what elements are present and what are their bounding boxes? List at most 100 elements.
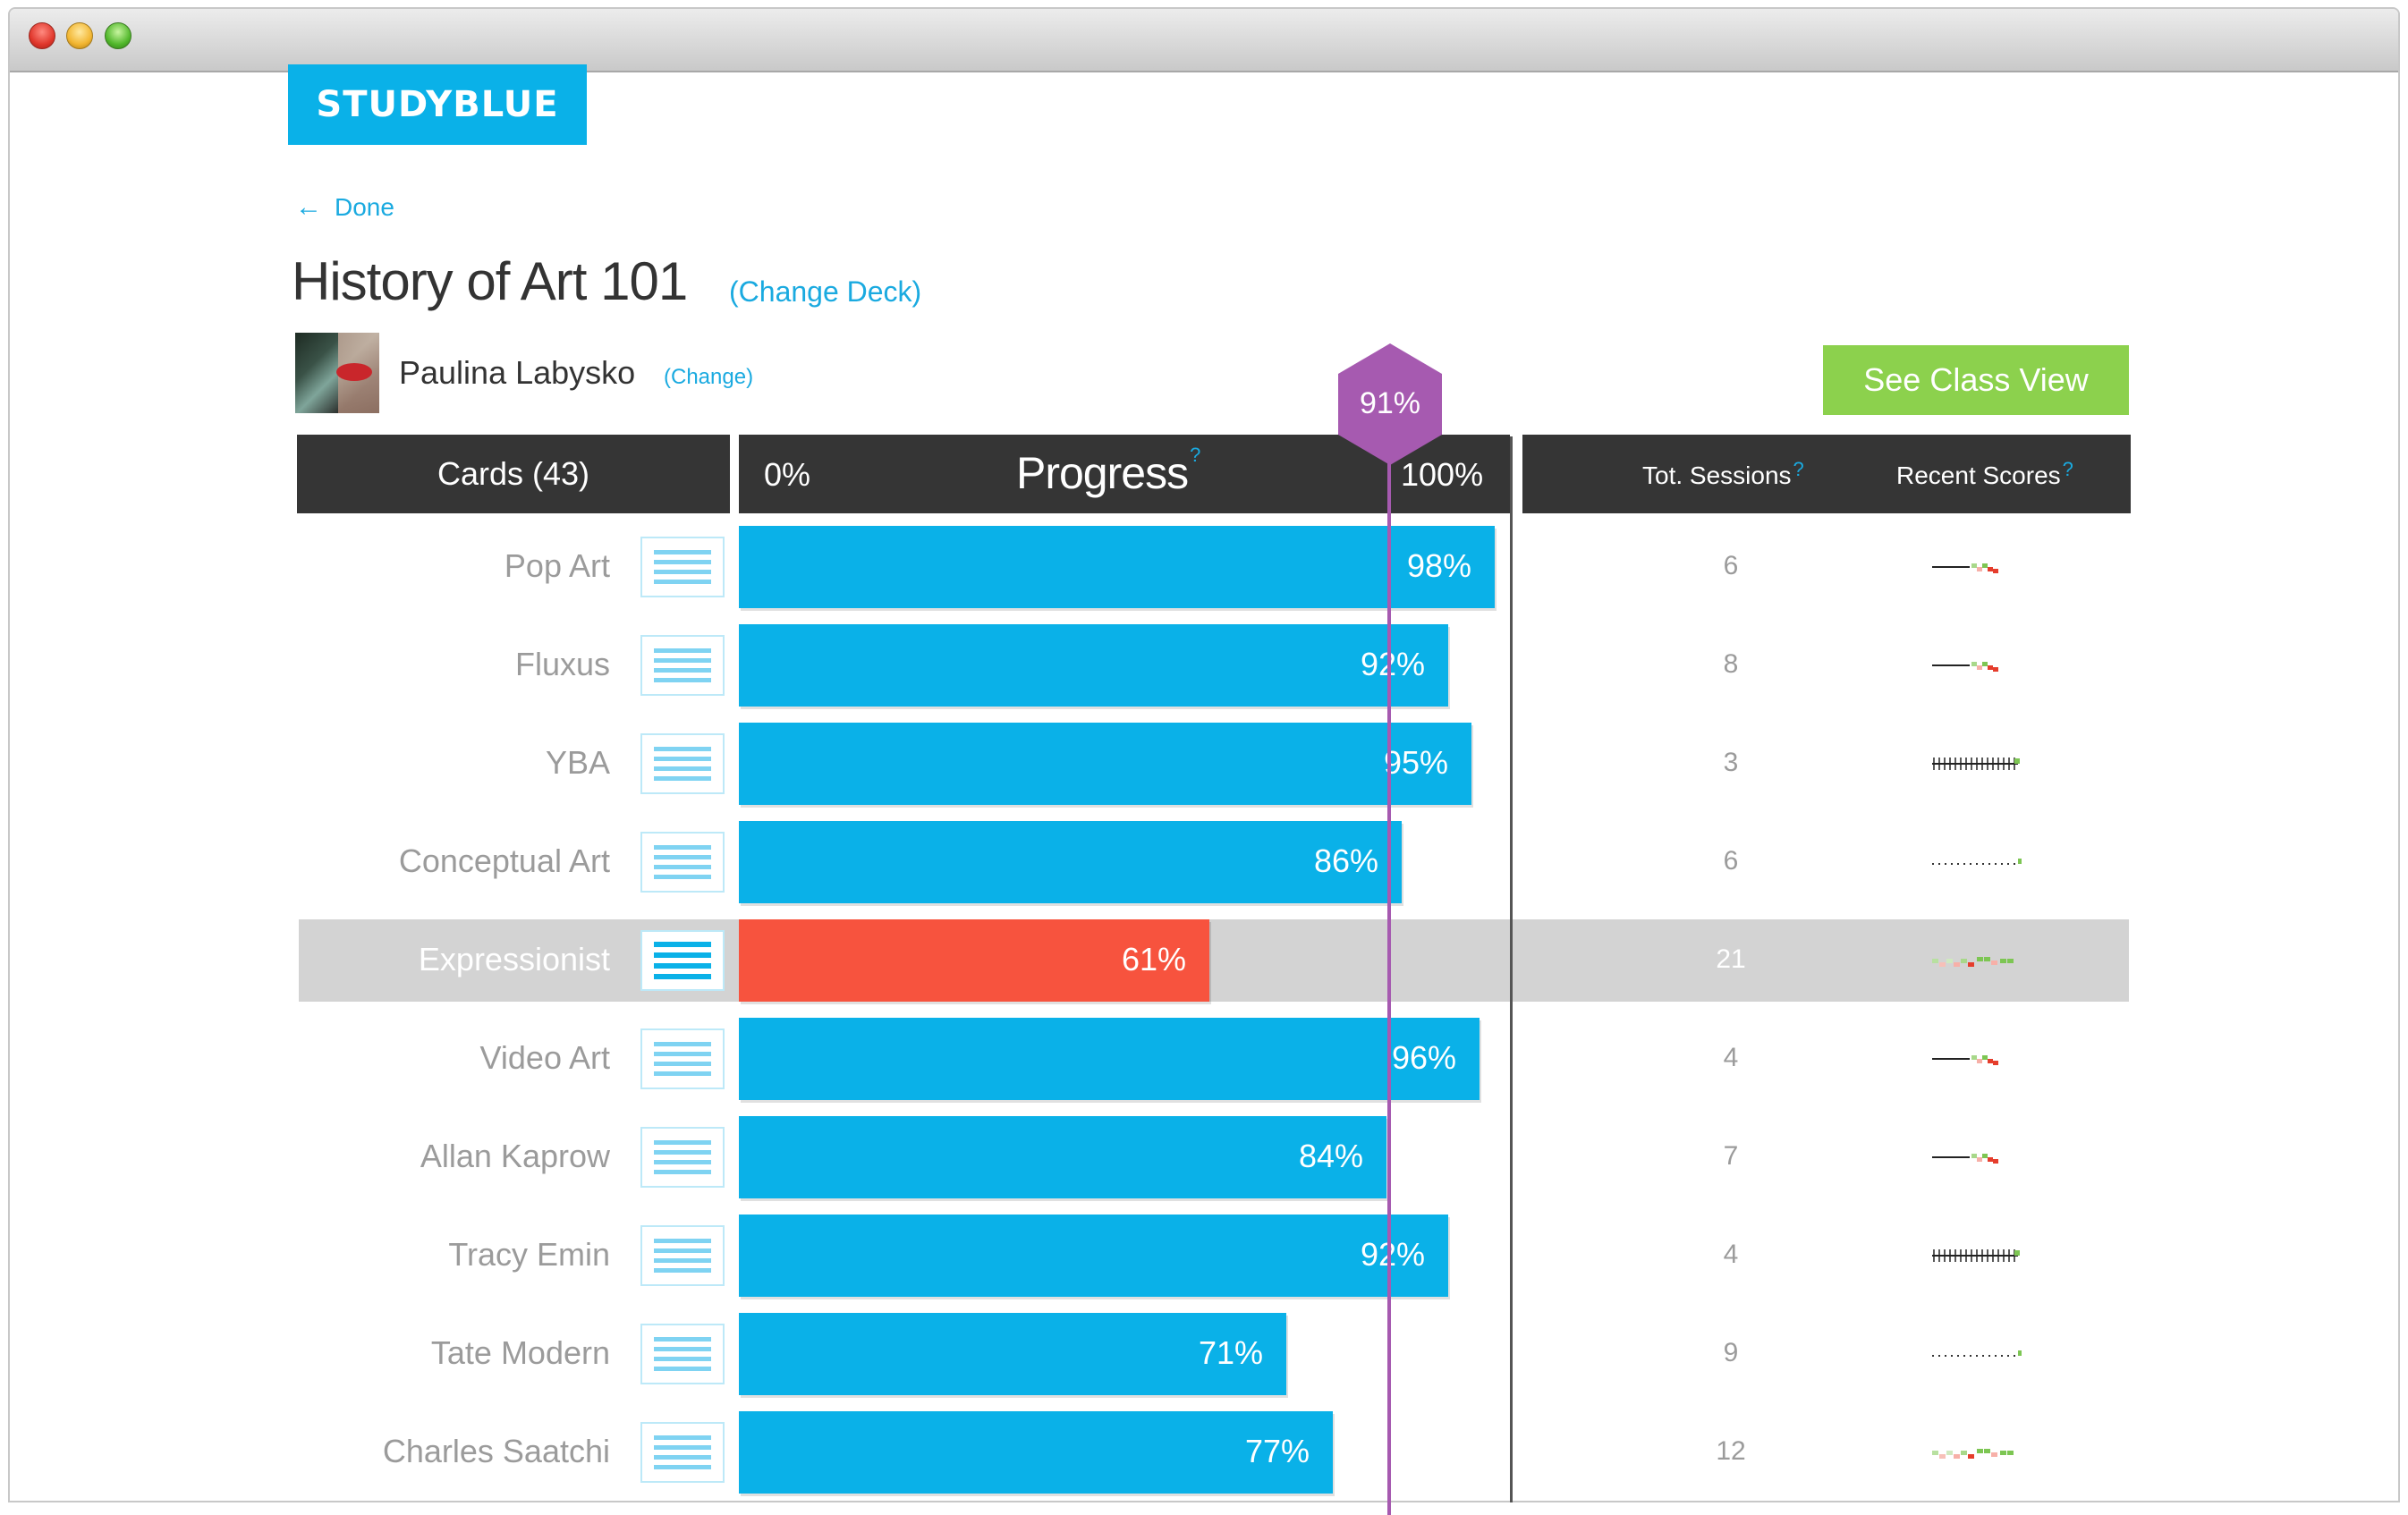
card-list-icon[interactable] xyxy=(640,930,725,991)
done-label: Done xyxy=(335,193,394,221)
progress-min-label: 0% xyxy=(764,456,811,493)
class-average-badge: 91% xyxy=(1336,343,1444,465)
card-list-icon[interactable] xyxy=(640,733,725,794)
back-arrow-icon: ← xyxy=(295,192,322,222)
card-row[interactable]: Expressionist 61% 21 xyxy=(0,919,2408,1002)
progress-column-header: 0% Progress? 100% xyxy=(739,435,1510,513)
done-link[interactable]: ← Done xyxy=(295,193,394,222)
recent-scores xyxy=(1932,553,2022,580)
progress-percent: 98% xyxy=(1406,547,1471,584)
list-line xyxy=(654,1248,711,1253)
card-row[interactable]: Fluxus 92% 8 xyxy=(0,624,2408,707)
card-name[interactable]: Tate Modern xyxy=(430,1334,610,1371)
card-name[interactable]: Expressionist xyxy=(418,941,610,978)
card-row[interactable]: Conceptual Art 86% 6 xyxy=(0,821,2408,903)
stats-column-header: Tot. Sessions? Recent Scores? xyxy=(1522,435,2131,513)
total-sessions: 12 xyxy=(1716,1436,1746,1466)
list-line xyxy=(654,855,711,859)
card-name[interactable]: Fluxus xyxy=(514,646,610,682)
close-window-icon[interactable] xyxy=(29,22,55,49)
progress-bar[interactable]: 71% xyxy=(739,1313,1286,1395)
studyblue-logo[interactable]: STUDYBLUE xyxy=(288,64,587,145)
list-line xyxy=(654,1347,711,1351)
card-name[interactable]: Tracy Emin xyxy=(448,1236,610,1273)
card-list-icon[interactable] xyxy=(640,537,725,597)
minimize-window-icon[interactable] xyxy=(66,22,93,49)
progress-bar[interactable]: 61% xyxy=(739,919,1209,1002)
list-line xyxy=(654,1445,711,1450)
student-avatar xyxy=(295,333,379,413)
list-line xyxy=(654,550,711,554)
card-list-icon[interactable] xyxy=(640,635,725,696)
card-row[interactable]: Video Art 96% 4 xyxy=(0,1018,2408,1100)
list-line xyxy=(654,1052,711,1056)
change-deck-link[interactable]: (Change Deck) xyxy=(729,275,922,308)
sessions-help-icon[interactable]: ? xyxy=(1793,458,1804,480)
card-row[interactable]: Charles Saatchi 77% 12 xyxy=(0,1411,2408,1494)
progress-bar[interactable]: 92% xyxy=(739,1215,1448,1297)
total-sessions: 8 xyxy=(1723,649,1739,679)
cards-header-label: Cards (43) xyxy=(437,455,590,492)
progress-bar[interactable]: 98% xyxy=(739,526,1495,608)
card-list-icon[interactable] xyxy=(640,832,725,893)
card-row[interactable]: Pop Art 98% 6 xyxy=(0,526,2408,608)
card-name[interactable]: Conceptual Art xyxy=(398,842,610,879)
recent-scores-header-label: Recent Scores xyxy=(1896,461,2061,489)
see-class-view-button[interactable]: See Class View xyxy=(1823,345,2129,415)
recent-scores xyxy=(1932,1045,2022,1071)
list-line xyxy=(654,560,711,564)
progress-bar[interactable]: 96% xyxy=(739,1018,1480,1100)
total-sessions: 9 xyxy=(1723,1338,1739,1367)
recent-scores xyxy=(1932,1241,2022,1268)
window-titlebar xyxy=(10,9,2398,72)
zoom-window-icon[interactable] xyxy=(105,22,131,49)
list-line xyxy=(654,875,711,879)
card-row[interactable]: YBA 95% 3 xyxy=(0,723,2408,805)
card-name[interactable]: Pop Art xyxy=(504,547,610,584)
progress-bar[interactable]: 77% xyxy=(739,1411,1333,1494)
progress-bar[interactable]: 95% xyxy=(739,723,1471,805)
selected-row-highlight xyxy=(299,919,2129,1002)
list-line xyxy=(654,658,711,663)
progress-bar[interactable]: 92% xyxy=(739,624,1448,707)
card-list-icon[interactable] xyxy=(640,1422,725,1483)
card-name[interactable]: YBA xyxy=(545,744,610,781)
total-sessions: 4 xyxy=(1723,1043,1739,1072)
change-student-link[interactable]: (Change) xyxy=(664,365,754,389)
list-line xyxy=(654,1465,711,1469)
progress-percent: 96% xyxy=(1391,1039,1456,1076)
card-list-icon[interactable] xyxy=(640,1028,725,1089)
list-line xyxy=(654,776,711,781)
card-name[interactable]: Video Art xyxy=(479,1039,610,1076)
progress-percent: 92% xyxy=(1360,1236,1425,1273)
card-name[interactable]: Charles Saatchi xyxy=(382,1433,610,1469)
progress-bar[interactable]: 86% xyxy=(739,821,1402,903)
list-line xyxy=(654,1337,711,1341)
recent-scores-sparkline xyxy=(1932,1154,1998,1164)
card-name[interactable]: Allan Kaprow xyxy=(420,1138,610,1174)
progress-percent: 77% xyxy=(1244,1433,1310,1469)
progress-title-text: Progress xyxy=(1016,448,1189,498)
list-line xyxy=(654,570,711,574)
card-list-icon[interactable] xyxy=(640,1225,725,1286)
recent-scores xyxy=(1932,1143,2022,1170)
sessions-header-label: Tot. Sessions xyxy=(1642,461,1792,489)
progress-bar[interactable]: 84% xyxy=(739,1116,1386,1198)
list-line xyxy=(654,1367,711,1371)
total-sessions: 21 xyxy=(1716,944,1746,974)
list-line xyxy=(654,1239,711,1243)
recent-scores-sparkline xyxy=(1932,758,2020,770)
card-list-icon[interactable] xyxy=(640,1324,725,1384)
total-sessions: 6 xyxy=(1723,846,1739,876)
card-row[interactable]: Allan Kaprow 84% 7 xyxy=(0,1116,2408,1198)
progress-help-icon[interactable]: ? xyxy=(1190,444,1200,466)
card-row[interactable]: Tate Modern 71% 9 xyxy=(0,1313,2408,1395)
deck-title: History of Art 101 xyxy=(292,251,688,311)
list-line xyxy=(654,580,711,584)
recent-scores-help-icon[interactable]: ? xyxy=(2062,458,2073,480)
recent-scores-sparkline xyxy=(1932,563,1998,573)
card-list-icon[interactable] xyxy=(640,1127,725,1188)
list-line xyxy=(654,766,711,771)
card-row[interactable]: Tracy Emin 92% 4 xyxy=(0,1215,2408,1297)
list-line xyxy=(654,1042,711,1046)
